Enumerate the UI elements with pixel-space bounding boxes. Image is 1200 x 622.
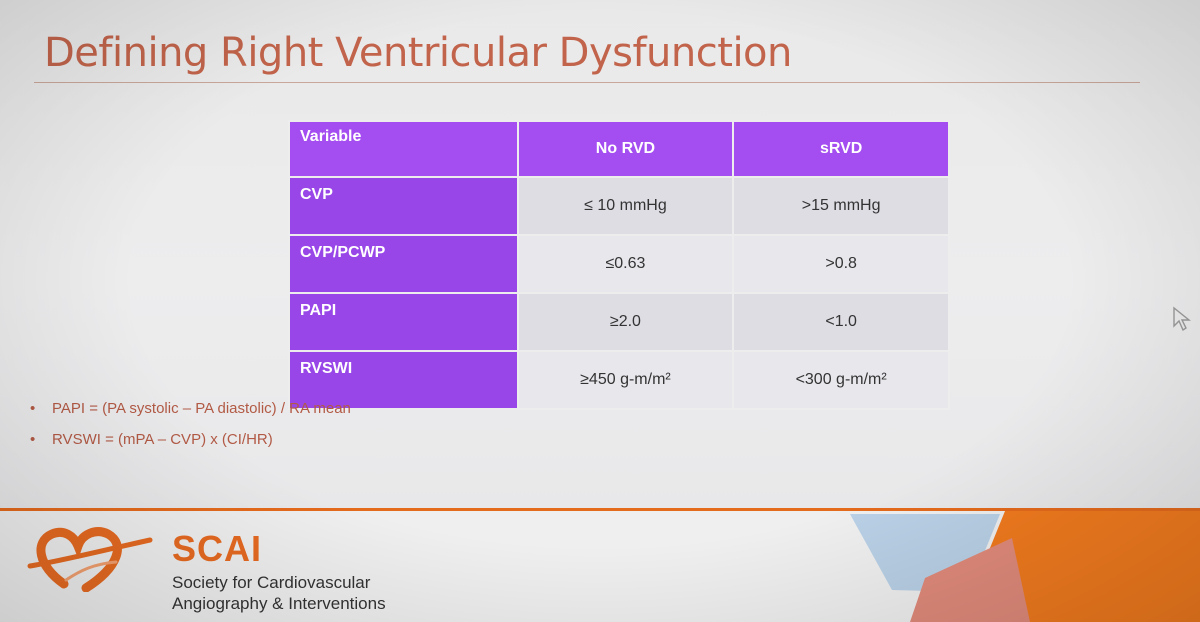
logo-tagline-line-1: Society for Cardiovascular xyxy=(172,573,371,592)
scai-heart-logo-icon xyxy=(27,527,153,592)
bullet-marker: • xyxy=(30,400,36,417)
note-rvswi-formula: • RVSWI = (mPA – CVP) x (CI/HR) xyxy=(30,431,351,448)
table-header-row: Variable No RVD sRVD xyxy=(288,120,950,178)
bullet-marker: • xyxy=(30,431,36,448)
header-no-rvd: No RVD xyxy=(516,120,735,178)
table-row: RVSWI ≥450 g-m/m² <300 g-m/m² xyxy=(288,350,950,410)
row-variable-cell: PAPI xyxy=(288,292,519,352)
footer-orange-rule xyxy=(0,508,1200,511)
note-papi-formula: • PAPI = (PA systolic – PA diastolic) / … xyxy=(30,400,351,417)
table-row: CVP ≤ 10 mmHg >15 mmHg xyxy=(288,176,950,236)
formula-notes: • PAPI = (PA systolic – PA diastolic) / … xyxy=(30,400,351,462)
row-srvd-cell: >0.8 xyxy=(732,234,950,294)
note-text: RVSWI = (mPA – CVP) x (CI/HR) xyxy=(52,431,273,448)
row-variable-cell: RVSWI xyxy=(288,350,519,410)
row-srvd-cell: >15 mmHg xyxy=(732,176,950,236)
logo-tagline: Society for Cardiovascular Angiography &… xyxy=(172,572,386,614)
row-no-rvd-cell: ≥2.0 xyxy=(516,292,735,352)
note-text: PAPI = (PA systolic – PA diastolic) / RA… xyxy=(52,400,351,417)
header-srvd: sRVD xyxy=(732,120,950,178)
table-row: CVP/PCWP ≤0.63 >0.8 xyxy=(288,234,950,294)
row-no-rvd-cell: ≤ 10 mmHg xyxy=(516,176,735,236)
row-no-rvd-cell: ≤0.63 xyxy=(516,234,735,294)
logo-tagline-line-2: Angiography & Interventions xyxy=(172,594,386,613)
row-variable-cell: CVP/PCWP xyxy=(288,234,519,294)
slide-title: Defining Right Ventricular Dysfunction xyxy=(44,30,792,76)
row-variable-cell: CVP xyxy=(288,176,519,236)
rvd-definition-table: Variable No RVD sRVD CVP ≤ 10 mmHg >15 m… xyxy=(288,120,950,410)
row-srvd-cell: <300 g-m/m² xyxy=(732,350,950,410)
table-row: PAPI ≥2.0 <1.0 xyxy=(288,292,950,352)
row-srvd-cell: <1.0 xyxy=(732,292,950,352)
row-no-rvd-cell: ≥450 g-m/m² xyxy=(516,350,735,410)
mouse-pointer-icon xyxy=(1173,306,1191,332)
header-variable: Variable xyxy=(288,120,519,178)
logo-wordmark: SCAI xyxy=(172,528,263,569)
title-divider xyxy=(34,82,1140,83)
